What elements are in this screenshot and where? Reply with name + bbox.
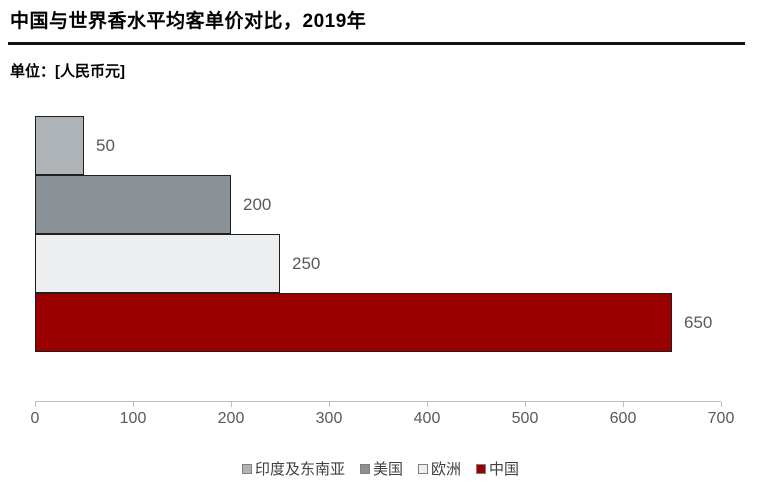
bar-europe	[35, 234, 280, 293]
x-axis-tick	[623, 402, 624, 407]
x-axis-tick-label: 400	[413, 410, 441, 427]
x-axis-line	[35, 401, 721, 402]
x-axis-tick	[329, 402, 330, 407]
bar-value-label-europe: 250	[292, 253, 321, 273]
chart-legend: 印度及东南亚 美国 欧洲 中国	[0, 458, 761, 479]
x-axis-tick	[231, 402, 232, 407]
x-axis-tick-label: 500	[511, 410, 539, 427]
x-axis-tick-label: 700	[707, 410, 735, 427]
x-axis-tick-label: 100	[119, 410, 147, 427]
legend-swatch-china	[476, 463, 487, 474]
legend-item-india-southeast-asia: 印度及东南亚	[241, 458, 345, 479]
unit-label: 单位：[人民币元]	[10, 63, 125, 80]
legend-item-usa: 美国	[359, 458, 403, 479]
x-axis: 0 100 200 300 400 500 600 700	[31, 401, 734, 437]
bar-value-label-india-southeast-asia: 50	[96, 135, 115, 155]
bar-usa	[35, 175, 231, 234]
bar-india-southeast-asia	[35, 116, 84, 175]
x-axis-tick	[35, 402, 36, 407]
legend-swatch-usa	[359, 463, 370, 474]
bar-value-label-usa: 200	[243, 194, 272, 214]
x-axis-tick-label: 200	[217, 410, 245, 427]
bar-value-label-china: 650	[684, 312, 713, 332]
legend-label-india-southeast-asia: 印度及东南亚	[254, 461, 345, 478]
legend-swatch-europe	[418, 463, 428, 474]
legend-item-china: 中国	[476, 458, 519, 479]
legend-label-europe: 欧洲	[431, 461, 462, 478]
bar-chart: 50 200 250 650	[35, 116, 721, 353]
x-axis-tick	[427, 402, 428, 407]
legend-label-china: 中国	[489, 461, 520, 478]
x-axis-tick	[721, 402, 722, 407]
title-divider	[8, 42, 745, 45]
bar-china	[35, 293, 672, 352]
x-axis-tick-label: 600	[609, 410, 637, 427]
x-axis-tick-label: 300	[315, 410, 343, 427]
legend-item-europe: 欧洲	[418, 458, 461, 479]
legend-swatch-india-southeast-asia	[241, 463, 252, 474]
x-axis-tick	[133, 402, 134, 407]
x-axis-tick	[525, 402, 526, 407]
legend-label-usa: 美国	[372, 461, 403, 478]
chart-title: 中国与世界香水平均客单价对比，2019年	[10, 11, 367, 32]
x-axis-tick-label: 0	[30, 410, 40, 427]
